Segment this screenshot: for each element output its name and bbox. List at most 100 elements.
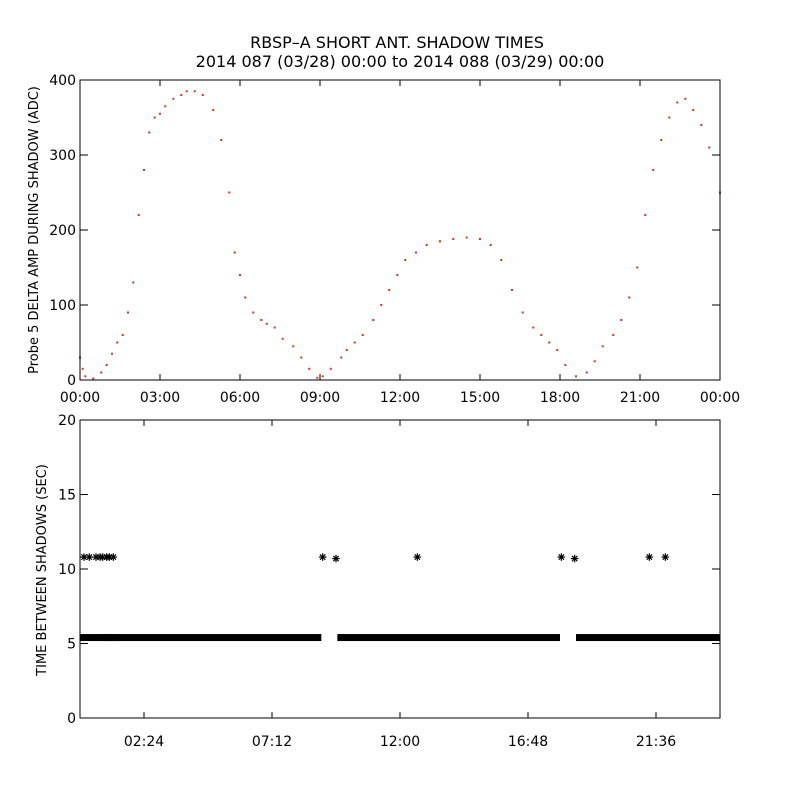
- bottom-data-run-lower: [80, 634, 119, 642]
- bottom-y-tick-label: 0: [67, 711, 76, 727]
- top-data-point: [489, 244, 492, 246]
- top-data-point: [81, 367, 84, 370]
- top-data-point: [593, 360, 596, 363]
- bottom-data-point-upper: [557, 553, 566, 561]
- top-data-point: [540, 334, 543, 336]
- top-data-point: [111, 352, 113, 355]
- top-data-point: [345, 349, 348, 351]
- bottom-data-point-upper: [318, 553, 327, 561]
- top-data-point: [396, 274, 399, 276]
- top-data-point: [316, 376, 319, 379]
- top-data-point: [292, 345, 295, 348]
- top-y-tick-label: 400: [49, 73, 76, 89]
- top-data-point: [92, 377, 95, 380]
- top-data-point: [159, 112, 161, 115]
- bottom-plot-frame: [79, 419, 721, 719]
- top-data-point: [121, 334, 124, 336]
- top-data-point: [164, 105, 167, 108]
- bottom-x-tick-label: 02:24: [124, 734, 164, 750]
- top-data-point: [143, 169, 145, 171]
- top-data-point: [575, 375, 577, 378]
- bottom-x-tick-label: 16:48: [508, 734, 548, 750]
- bottom-x-tick-label: 21:36: [636, 734, 676, 750]
- top-x-tick-label: 21:00: [620, 390, 660, 406]
- top-data-point: [228, 191, 231, 194]
- bottom-points-layer: [80, 553, 720, 642]
- top-data-point: [620, 319, 623, 321]
- asterisk-stroke: [80, 553, 88, 561]
- top-y-tick-label: 100: [49, 298, 76, 314]
- asterisk-stroke: [414, 553, 421, 561]
- asterisk-stroke: [662, 553, 669, 561]
- bottom-data-point-upper: [413, 553, 422, 561]
- top-data-point: [708, 146, 711, 149]
- bottom-data-point-upper: [332, 554, 340, 563]
- bottom-y-tick-label: 10: [58, 562, 76, 578]
- bottom-data-point-upper: [109, 553, 118, 561]
- top-data-point: [137, 214, 140, 216]
- top-plot-frame: [79, 79, 721, 381]
- top-y-tick-label: 200: [49, 223, 76, 239]
- top-data-point: [564, 364, 567, 366]
- top-data-point: [388, 289, 391, 291]
- top-data-point: [321, 375, 324, 378]
- bottom-data-run-lower: [101, 634, 322, 642]
- top-data-point: [239, 274, 241, 276]
- top-data-point: [479, 238, 481, 240]
- top-data-point: [676, 101, 679, 104]
- bottom-y-tick-label: 5: [67, 637, 76, 653]
- bottom-axes: 02:24 07:12 12:00 16:48 21:36 0 5 10 15 20: [58, 413, 720, 750]
- bottom-data-run-lower: [337, 634, 560, 642]
- top-panel: 00:00 03:00 06:00 09:00 12:00 15:00 18:00 21:00…: [27, 73, 740, 406]
- top-data-point: [281, 337, 284, 340]
- top-data-point: [415, 251, 417, 254]
- top-data-point: [132, 281, 135, 284]
- top-data-point: [585, 371, 588, 374]
- top-data-point: [252, 311, 255, 314]
- top-data-point: [105, 364, 108, 366]
- top-y-tick-label: 0: [67, 373, 76, 389]
- top-data-point: [425, 244, 428, 246]
- top-data-point: [628, 296, 631, 299]
- top-data-point: [652, 169, 655, 171]
- top-data-point: [116, 341, 119, 344]
- asterisk-stroke: [110, 553, 117, 561]
- top-data-point: [308, 367, 311, 370]
- top-data-point: [329, 367, 332, 370]
- top-data-point: [465, 236, 468, 239]
- top-x-tick-label: 18:00: [540, 390, 580, 406]
- top-x-tick-label: 06:00: [220, 390, 260, 406]
- top-data-point: [644, 214, 647, 216]
- top-data-point: [548, 341, 551, 344]
- top-data-point: [180, 94, 183, 96]
- bottom-data-run-lower: [576, 634, 720, 642]
- asterisk-stroke: [319, 553, 326, 561]
- top-data-point: [439, 240, 441, 243]
- top-data-point: [212, 109, 215, 111]
- bottom-data-point-upper: [645, 553, 654, 561]
- top-y-axis-label: Probe 5 DELTA AMP DURING SHADOW (ADC): [27, 86, 42, 374]
- top-data-point: [273, 326, 276, 329]
- top-data-point: [556, 349, 559, 351]
- top-data-point: [700, 124, 703, 126]
- top-x-tick-label: 00:00: [60, 390, 100, 406]
- top-data-point: [127, 311, 129, 314]
- top-points-layer: [79, 90, 721, 380]
- top-x-tick-label: 09:00: [300, 390, 340, 406]
- bottom-data-point-upper: [570, 554, 579, 563]
- bottom-y-tick-label: 15: [58, 488, 76, 504]
- chart-title-line2: 2014 087 (03/28) 00:00 to 2014 088 (03/2…: [196, 52, 605, 71]
- asterisk-stroke: [646, 553, 653, 561]
- top-data-point: [684, 97, 687, 100]
- bottom-data-point-upper: [661, 553, 670, 561]
- top-data-point: [340, 356, 343, 359]
- bottom-y-axis-label: TIME BETWEEN SHADOWS (SEC): [35, 464, 50, 677]
- top-data-point: [84, 375, 87, 378]
- top-data-point: [220, 139, 223, 141]
- top-data-point: [380, 304, 383, 306]
- chart-title-line1: RBSP–A SHORT ANT. SHADOW TIMES: [250, 33, 544, 52]
- top-x-tick-label: 15:00: [460, 390, 500, 406]
- top-data-point: [148, 131, 151, 134]
- asterisk-stroke: [332, 555, 340, 562]
